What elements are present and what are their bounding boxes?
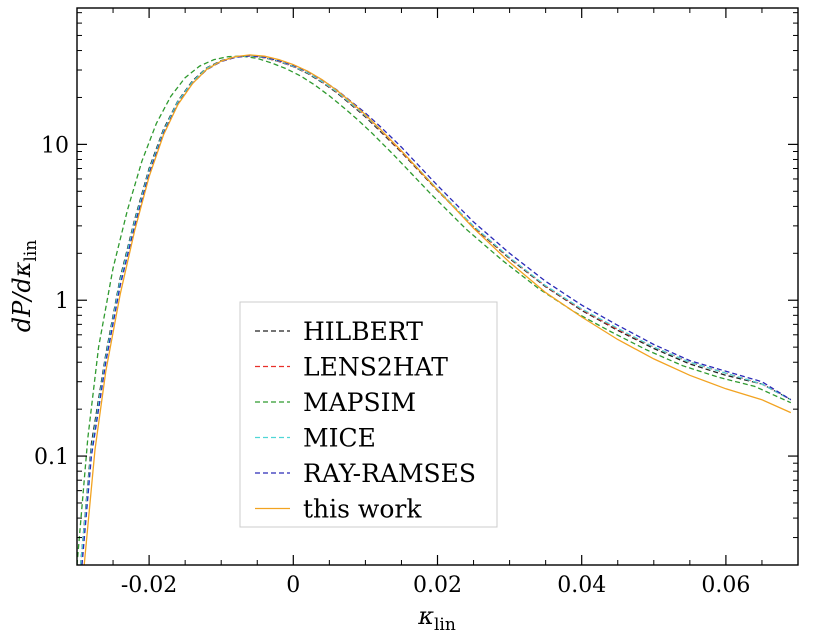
legend-label: this work	[303, 495, 422, 524]
series-line-3	[79, 55, 792, 565]
x-tick-label: 0.02	[413, 573, 462, 598]
x-axis-label: κlin	[417, 602, 456, 635]
legend-label: MAPSIM	[303, 388, 416, 417]
x-tick-label: 0.04	[557, 573, 606, 598]
ticks-layer: -0.02 0 0.02 0.04 0.06 0.1 1 10	[34, 8, 799, 598]
legend-label: HILBERT	[303, 317, 423, 346]
legend-label: MICE	[303, 424, 376, 453]
y-tick-label: 1	[55, 289, 69, 314]
x-tick-label: 0	[286, 573, 300, 598]
x-tick-label: -0.02	[121, 573, 177, 598]
y-axis-label: dP/dκlin	[8, 240, 41, 333]
legend-label: LENS2HAT	[303, 353, 448, 382]
series-layer	[77, 54, 792, 565]
y-tick-label: 10	[41, 133, 69, 158]
series-line-2	[77, 55, 792, 565]
legend: HILBERT LENS2HAT MAPSIM MICE RAY-RAMSES this …	[239, 301, 498, 528]
legend-box	[239, 301, 498, 528]
y-tick-label: 0.1	[34, 445, 69, 470]
legend-label: RAY-RAMSES	[303, 459, 476, 488]
plot-frame	[76, 7, 799, 566]
series-line-5	[83, 54, 792, 565]
x-tick-label: 0.06	[701, 573, 750, 598]
